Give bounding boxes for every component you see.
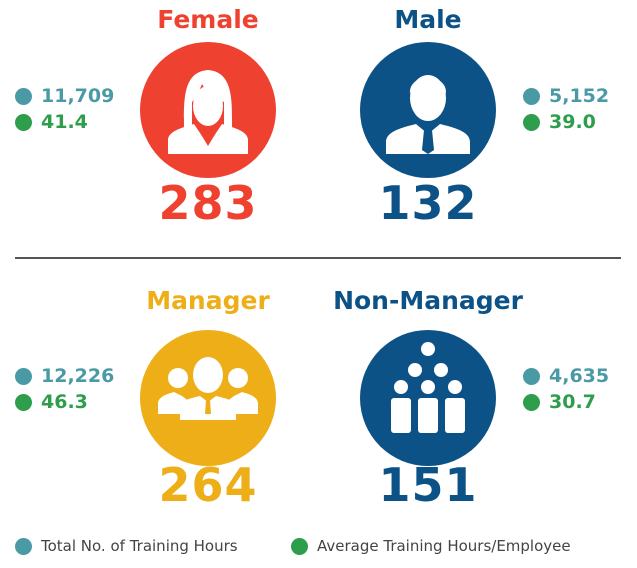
team-pyramid-icon [360, 330, 496, 466]
avg-hours-dot-icon [15, 113, 32, 131]
non-manager-count: 151 [378, 458, 478, 512]
total-hours-dot-icon [523, 87, 540, 105]
total-hours-dot-icon [15, 87, 32, 105]
non-manager-avg-hours-value: 30.7 [549, 391, 596, 413]
male-person-icon [360, 42, 496, 178]
male-total-hours: 5,152 [523, 84, 609, 108]
female-total-hours: 11,709 [15, 84, 114, 108]
male-avg-hours-value: 39.0 [549, 111, 596, 133]
non-manager-total-hours-value: 4,635 [549, 365, 610, 387]
female-title: Female [157, 5, 259, 34]
manager-avg-hours-value: 46.3 [41, 391, 88, 413]
avg-hours-dot-icon [15, 393, 32, 411]
legend-avg-hours-label: Average Training Hours/Employee [317, 537, 571, 555]
manager-total-hours-value: 12,226 [41, 365, 115, 387]
male-total-hours-value: 5,152 [549, 85, 610, 107]
non-manager-title: Non-Manager [333, 286, 523, 315]
avg-hours-dot-icon [523, 393, 540, 411]
legend-total-hours-label: Total No. of Training Hours [41, 537, 238, 555]
manager-group-icon [140, 330, 276, 466]
male-avg-hours: 39.0 [523, 110, 596, 134]
female-avg-hours-value: 41.4 [41, 111, 88, 133]
total-hours-dot-icon [15, 367, 32, 385]
manager-title: Manager [146, 286, 270, 315]
female-count: 283 [158, 176, 258, 230]
total-hours-dot-icon [15, 537, 32, 555]
female-avg-hours: 41.4 [15, 110, 88, 134]
non-manager-total-hours: 4,635 [523, 364, 609, 388]
legend-avg-hours: Average Training Hours/Employee [291, 537, 571, 555]
total-hours-dot-icon [523, 367, 540, 385]
legend-total-hours: Total No. of Training Hours [15, 537, 238, 555]
manager-total-hours: 12,226 [15, 364, 114, 388]
avg-hours-dot-icon [523, 113, 540, 131]
female-person-icon [140, 42, 276, 178]
male-title: Male [394, 5, 462, 34]
non-manager-avg-hours: 30.7 [523, 390, 596, 414]
manager-avg-hours: 46.3 [15, 390, 88, 414]
avg-hours-dot-icon [291, 537, 308, 555]
female-total-hours-value: 11,709 [41, 85, 115, 107]
male-count: 132 [378, 176, 478, 230]
section-divider [15, 257, 621, 259]
manager-count: 264 [158, 458, 258, 512]
